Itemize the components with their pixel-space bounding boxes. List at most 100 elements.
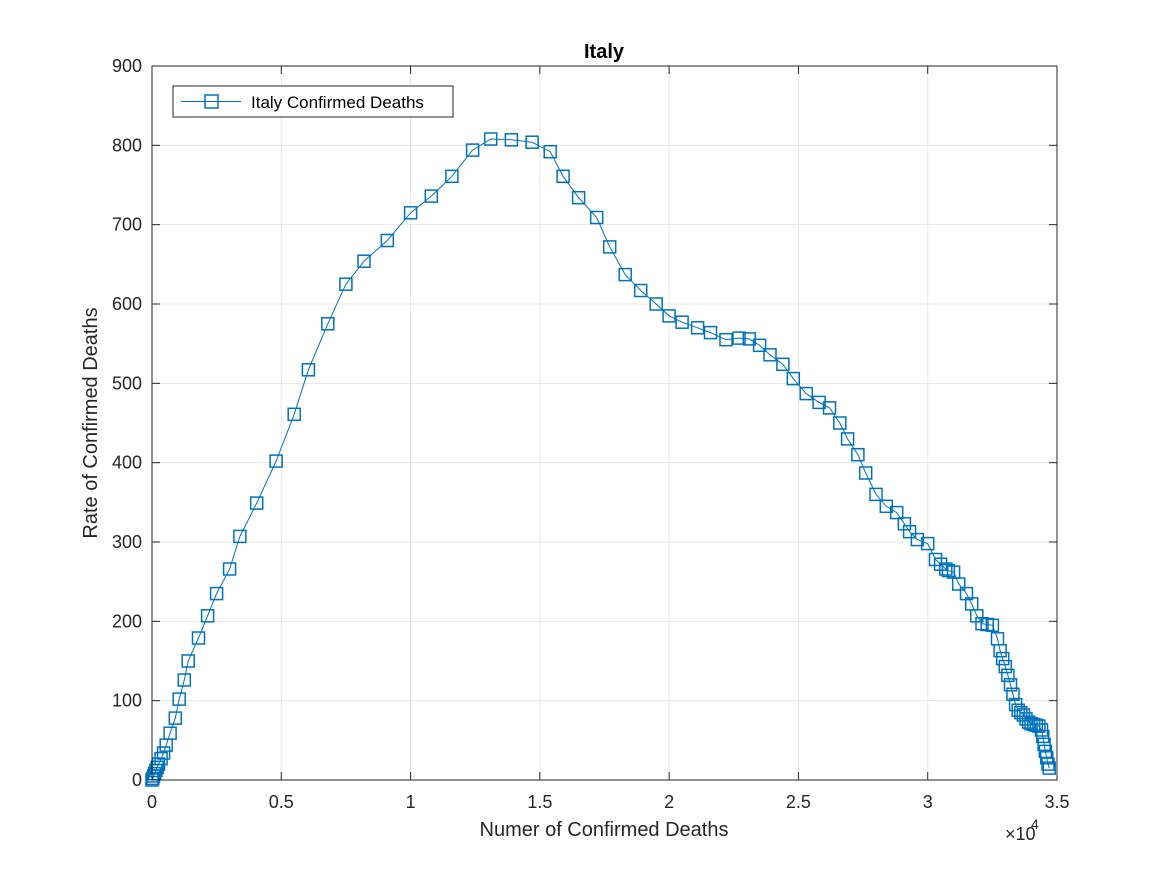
data-point [1037, 737, 1051, 752]
x-tick-label: 1.5 [527, 792, 552, 812]
x-tick-label: 3 [923, 792, 933, 812]
data-point [483, 132, 498, 146]
data-point [941, 563, 956, 578]
data-point [465, 143, 480, 157]
data-point [1021, 715, 1036, 729]
data-point [156, 746, 171, 760]
data-point [424, 189, 439, 203]
data-point [993, 643, 1007, 658]
data-point [200, 609, 215, 623]
data-point [675, 315, 689, 329]
x-tick-label: 3.5 [1044, 792, 1069, 812]
data-point [732, 331, 746, 345]
data-point [939, 562, 953, 576]
chart-title: Italy [584, 41, 625, 63]
data-point [168, 711, 183, 725]
data-point [571, 190, 586, 205]
data-point [1041, 757, 1055, 771]
data-point [975, 616, 989, 631]
data-point [1036, 729, 1050, 744]
data-point [719, 332, 733, 347]
data-point [858, 466, 873, 480]
y-tick-label: 100 [112, 691, 142, 711]
data-point [222, 562, 237, 576]
data-point [920, 536, 935, 551]
data-point [1032, 719, 1046, 733]
y-tick-label: 800 [112, 135, 142, 155]
data-point [380, 233, 395, 248]
data-point [233, 529, 247, 544]
legend: Italy Confirmed Deaths [172, 85, 454, 118]
data-point [902, 524, 917, 539]
data-point [525, 135, 539, 149]
data-point [403, 206, 418, 220]
x-exponent-power: 4 [1031, 816, 1039, 832]
data-point [690, 321, 705, 335]
data-point [163, 726, 177, 740]
data-point [589, 210, 604, 225]
data-point [249, 496, 264, 510]
data-point [1016, 708, 1031, 722]
data-point [840, 432, 855, 446]
data-point [181, 654, 195, 668]
y-tick-label: 300 [112, 532, 142, 552]
data-point [662, 309, 676, 323]
data-point [445, 169, 459, 184]
data-point [799, 386, 813, 401]
y-tick-label: 500 [112, 373, 142, 393]
x-tick-label: 0 [147, 792, 157, 812]
data-point [970, 609, 984, 623]
data-point [172, 692, 186, 706]
plot-frame [151, 65, 1058, 781]
data-point [1011, 703, 1025, 717]
data-point [301, 363, 316, 377]
data-point [851, 447, 865, 462]
data-point [928, 552, 943, 567]
data-point [177, 673, 192, 687]
data-point [959, 586, 974, 601]
data-point [146, 771, 160, 786]
data-point [602, 240, 617, 254]
data-point [150, 760, 164, 775]
data-point [633, 283, 648, 298]
data-point [752, 338, 767, 353]
legend-marker [204, 94, 219, 109]
data-point [269, 454, 283, 468]
data-point [703, 325, 718, 340]
series-layer [145, 132, 1056, 787]
y-tick-label: 600 [112, 294, 142, 314]
x-axis-label: Numer of Confirmed Deaths [480, 819, 729, 841]
data-point [339, 277, 353, 291]
legend-entry: Italy Confirmed Deaths [251, 93, 424, 112]
x-exponent: ×10 4 [1005, 816, 1039, 844]
data-point [786, 371, 801, 386]
x-tick-label: 2.5 [786, 792, 811, 812]
data-point [995, 651, 1010, 666]
data-point [357, 254, 371, 268]
y-tick-label: 900 [112, 56, 142, 76]
x-tick-label: 1 [406, 792, 416, 812]
data-point [833, 416, 847, 430]
x-tick-label: 2 [664, 792, 674, 812]
data-point [543, 144, 557, 159]
data-point [889, 505, 904, 520]
data-point [897, 517, 912, 531]
data-point [618, 267, 632, 282]
y-tick-label: 700 [112, 215, 142, 235]
data-point [998, 659, 1013, 674]
data-point [191, 631, 206, 645]
y-tick-label: 400 [112, 453, 142, 473]
x-tick-label: 0.5 [269, 792, 294, 812]
data-point [1006, 687, 1020, 702]
x-exponent-base: ×10 [1005, 824, 1036, 844]
y-tick-label: 0 [132, 770, 142, 790]
data-point [776, 357, 790, 372]
data-point [1003, 678, 1018, 692]
data-point [980, 617, 994, 632]
data-point [504, 133, 519, 147]
data-point [910, 532, 925, 547]
data-point [869, 487, 883, 502]
data-point [1042, 761, 1056, 775]
data-point [985, 618, 1000, 633]
